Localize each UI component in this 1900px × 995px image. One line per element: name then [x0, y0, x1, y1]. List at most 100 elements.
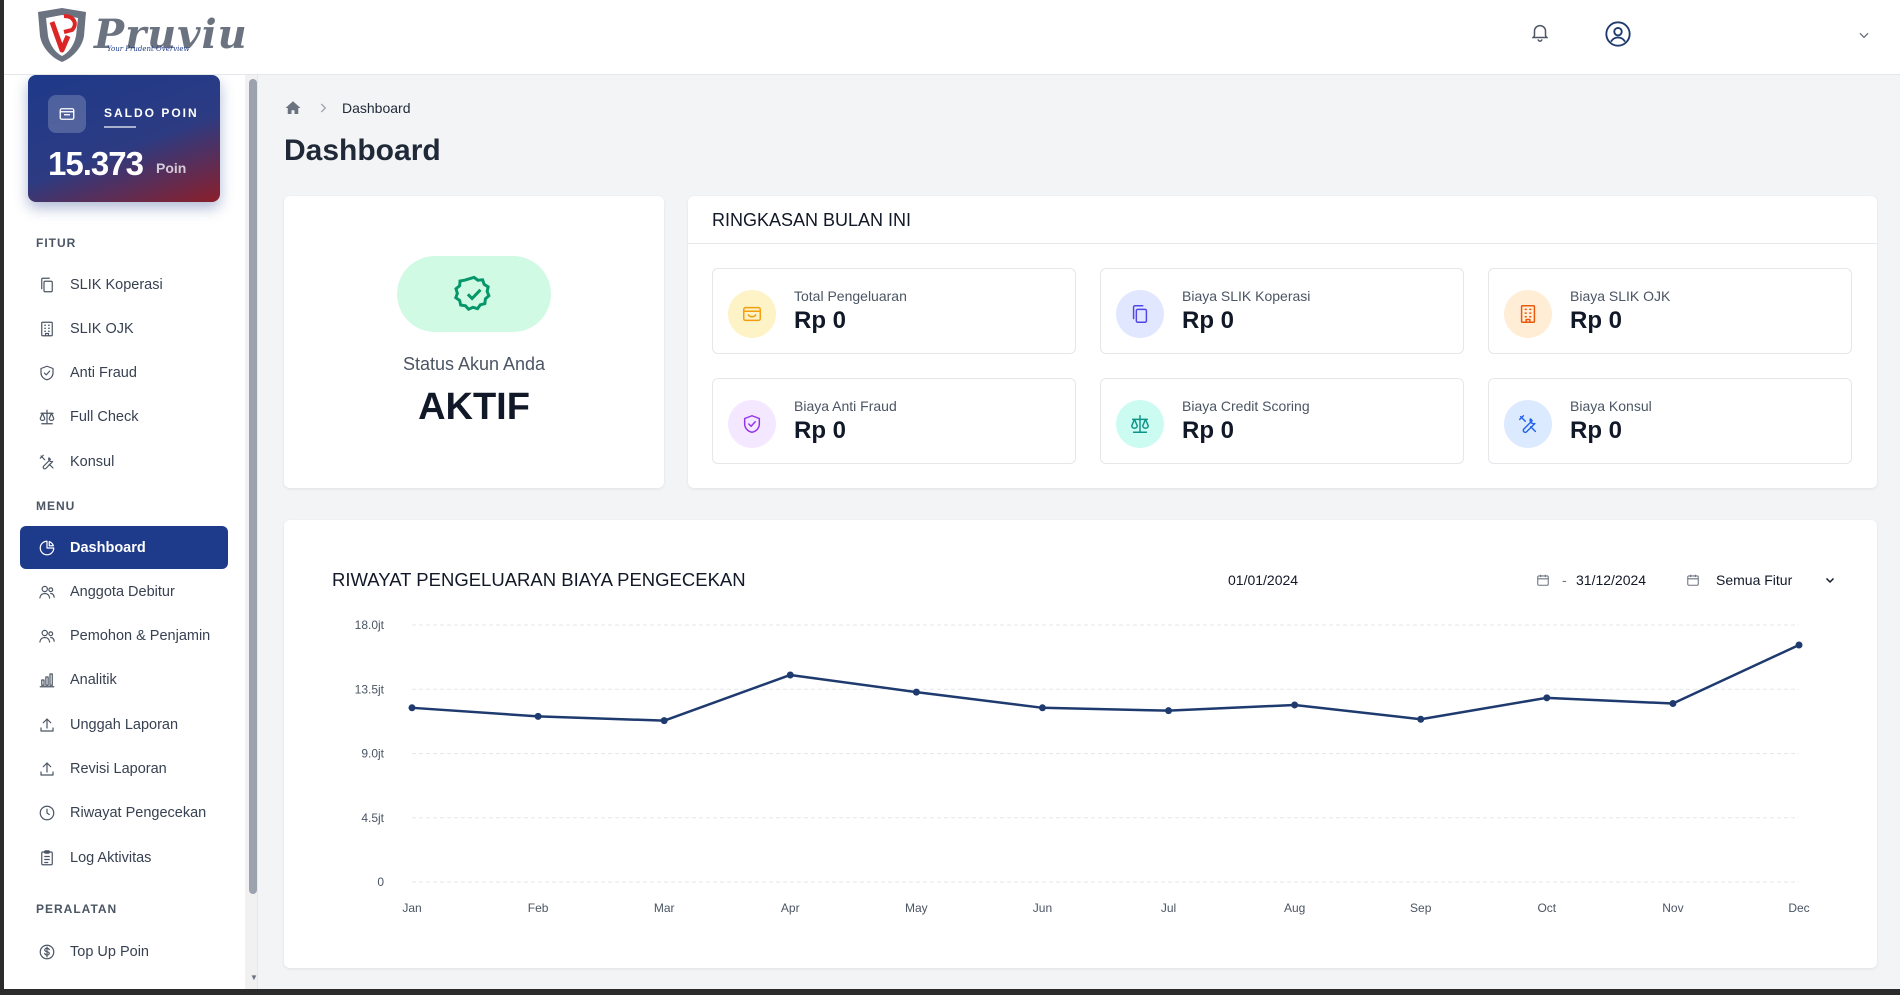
status-badge	[397, 256, 551, 332]
account-status-card: Status Akun Anda AKTIF	[284, 196, 664, 488]
series-line	[411, 643, 1800, 722]
page-title: Dashboard	[284, 134, 441, 167]
user-avatar-icon[interactable]	[1604, 20, 1632, 48]
chevron-right-icon	[320, 103, 327, 113]
sidebar-item-label: Anti Fraud	[70, 365, 137, 382]
data-point-jan	[408, 704, 416, 712]
stat-biaya-slik-koperasi: Biaya SLIK Koperasi Rp 0	[1100, 268, 1464, 354]
feature-filter-select[interactable]: Semua Fitur	[1716, 566, 1836, 594]
sidebar-item-full-check[interactable]: Full Check	[20, 396, 228, 439]
x-tick-label: Sep	[1410, 901, 1432, 915]
verified-badge-icon	[454, 275, 491, 312]
stat-icon	[1504, 400, 1552, 448]
sidebar-item-label: SLIK Koperasi	[70, 276, 163, 293]
date-from-value: 01/01/2024	[1228, 572, 1299, 588]
files-icon	[41, 277, 53, 292]
sidebar-item-slik-ojk[interactable]: SLIK OJK	[20, 307, 228, 350]
wallet-icon	[743, 306, 761, 322]
data-point-sep	[1417, 715, 1425, 723]
x-tick-label: Aug	[1284, 901, 1305, 915]
wallet-icon	[48, 95, 86, 133]
data-point-apr	[786, 671, 794, 679]
y-tick-label: 18.0jt	[355, 618, 385, 632]
calendar-icon[interactable]	[1686, 573, 1700, 587]
users-icon	[39, 585, 55, 599]
dollar-icon	[39, 944, 55, 959]
upload-icon	[40, 762, 54, 776]
breadcrumb-current: Dashboard	[342, 100, 411, 116]
home-icon[interactable]	[284, 99, 302, 117]
stat-label: Biaya Konsul	[1570, 398, 1652, 414]
scale-icon	[39, 410, 55, 425]
section-label-fitur: FITUR	[36, 236, 77, 250]
calendar-icon[interactable]	[1536, 573, 1550, 587]
sidebar-item-riwayat-pengecekan[interactable]: Riwayat Pengecekan	[20, 792, 228, 835]
chart-title: RIWAYAT PENGELUARAN BIAYA PENGECEKAN	[332, 569, 746, 590]
x-tick-label: Mar	[654, 901, 675, 915]
data-point-feb	[534, 712, 542, 720]
sidebar-scrollbar-thumb[interactable]	[249, 79, 257, 894]
sidebar-item-analitik[interactable]: Analitik	[20, 659, 228, 702]
sidebar-item-unggah-laporan[interactable]: Unggah Laporan	[20, 703, 228, 746]
date-to-value: 31/12/2024	[1576, 572, 1647, 588]
stat-total-pengeluaran: Total Pengeluaran Rp 0	[712, 268, 1076, 354]
brand-name: Pruviu	[94, 11, 248, 58]
sidebar-item-anggota-debitur[interactable]: Anggota Debitur	[20, 570, 228, 613]
stat-icon	[1116, 400, 1164, 448]
stat-icon	[1116, 290, 1164, 338]
chevron-down-icon	[1825, 577, 1835, 584]
saldo-poin-card: SALDO POIN 15.373 Poin	[28, 75, 220, 202]
stat-biaya-anti-fraud: Biaya Anti Fraud Rp 0	[712, 378, 1076, 464]
pie-chart-icon	[39, 540, 55, 555]
users-icon	[39, 629, 55, 643]
x-tick-label: Jan	[402, 901, 421, 915]
scroll-down-arrow[interactable]: ▼	[250, 973, 258, 982]
section-label-peralatan: PERALATAN	[36, 902, 118, 916]
stat-biaya-credit-scoring: Biaya Credit Scoring Rp 0	[1100, 378, 1464, 464]
sidebar-item-label: Analitik	[70, 672, 117, 689]
sidebar-item-label: Full Check	[70, 409, 139, 426]
sidebar-item-anti-fraud[interactable]: Anti Fraud	[20, 352, 228, 395]
sidebar-item-label: Konsul	[70, 453, 115, 470]
sidebar-item-slik-koperasi[interactable]: SLIK Koperasi	[20, 263, 228, 306]
section-label-menu: MENU	[36, 499, 76, 513]
sidebar-item-label: Anggota Debitur	[70, 583, 175, 600]
shield-check-icon	[40, 365, 54, 381]
y-tick-label: 4.5jt	[361, 811, 384, 825]
x-tick-label: Dec	[1788, 901, 1809, 915]
sidebar-item-konsul[interactable]: Konsul	[20, 440, 228, 483]
feature-filter-value: Semua Fitur	[1716, 572, 1793, 588]
sidebar-item-log-aktivitas[interactable]: Log Aktivitas	[20, 836, 228, 879]
saldo-unit: Poin	[156, 160, 187, 176]
data-point-jun	[1038, 704, 1046, 712]
sidebar-item-revisi-laporan[interactable]: Revisi Laporan	[20, 748, 228, 791]
x-tick-label: Apr	[781, 901, 800, 915]
sidebar-item-label: Revisi Laporan	[70, 761, 167, 777]
sidebar-item-label: Pemohon & Penjamin	[70, 628, 211, 645]
stat-icon	[728, 290, 776, 338]
brand-logo[interactable]: Pruviu	[34, 6, 248, 64]
data-point-oct	[1543, 694, 1551, 702]
date-to-input[interactable]: 31/12/2024	[1576, 566, 1706, 594]
stat-biaya-slik-ojk: Biaya SLIK OJK Rp 0	[1488, 268, 1852, 354]
summary-divider	[688, 243, 1877, 244]
stat-value: Rp 0	[1570, 417, 1623, 444]
date-from-input[interactable]: 01/01/2024	[1228, 566, 1358, 594]
files-icon	[1132, 305, 1148, 323]
sidebar-item-pemohon-penjamin[interactable]: Pemohon & Penjamin	[20, 615, 228, 658]
chevron-down-icon[interactable]	[1857, 28, 1871, 42]
x-tick-label: Jun	[1033, 901, 1052, 915]
shield-check-icon	[743, 415, 761, 433]
bell-icon[interactable]	[1529, 21, 1551, 43]
data-point-aug	[1291, 701, 1299, 709]
sidebar-item-dashboard[interactable]: Dashboard	[20, 526, 228, 569]
brand-tagline: Your Prudent Overview	[107, 45, 190, 53]
summary-title: RINGKASAN BULAN INI	[712, 210, 912, 230]
stat-value: Rp 0	[794, 417, 847, 444]
sidebar-item-label: Unggah Laporan	[70, 716, 179, 733]
status-label: Status Akun Anda	[402, 354, 546, 374]
stat-biaya-konsul: Biaya Konsul Rp 0	[1488, 378, 1852, 464]
sidebar-item-label: SLIK OJK	[70, 320, 134, 337]
sidebar-item-top-up-poin[interactable]: Top Up Poin	[20, 930, 228, 973]
stat-label: Total Pengeluaran	[794, 288, 907, 304]
